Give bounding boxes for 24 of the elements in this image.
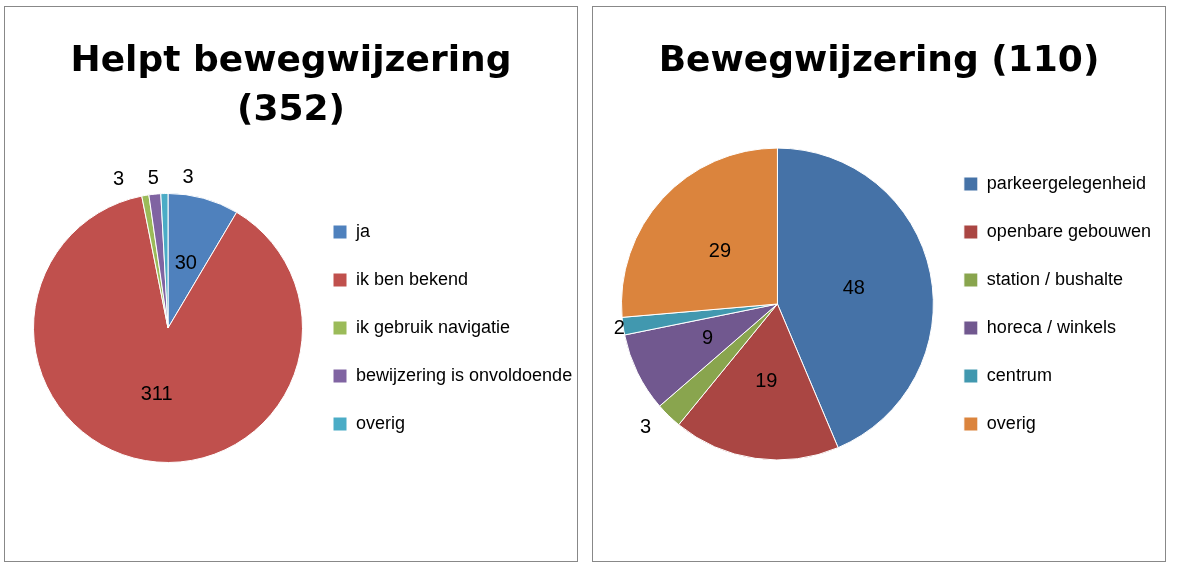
data-label: 30 xyxy=(174,250,197,273)
data-label: 19 xyxy=(755,368,778,391)
data-label: 48 xyxy=(842,275,865,298)
legend-label: ik ben bekend xyxy=(356,269,469,290)
data-label: 5 xyxy=(147,165,159,188)
legend-label: bewijzering is onvoldoende xyxy=(356,365,573,386)
legend-label: station / bushalte xyxy=(986,268,1123,289)
legend-label: ja xyxy=(355,221,371,242)
data-label: 311 xyxy=(140,381,173,404)
legend-label: overig xyxy=(986,412,1036,433)
data-label: 3 xyxy=(113,167,125,190)
legend-label: overig xyxy=(356,413,406,434)
legend-label: parkeergelegenheid xyxy=(986,172,1146,193)
legend-label: openbare gebouwen xyxy=(986,220,1152,241)
data-label: 29 xyxy=(708,238,732,261)
legend-label: centrum xyxy=(986,364,1052,385)
chart-title: Helpt bewegwijzering (352) xyxy=(69,37,513,130)
chart-title: Bewegwijzering (110) xyxy=(657,37,1101,81)
data-label: 3 xyxy=(182,165,194,188)
data-label: 3 xyxy=(640,414,652,437)
data-label: 9 xyxy=(701,325,714,348)
legend-label: ik gebruik navigatie xyxy=(356,317,511,338)
legend-label: horeca / winkels xyxy=(986,316,1116,337)
data-label: 2 xyxy=(613,315,625,338)
